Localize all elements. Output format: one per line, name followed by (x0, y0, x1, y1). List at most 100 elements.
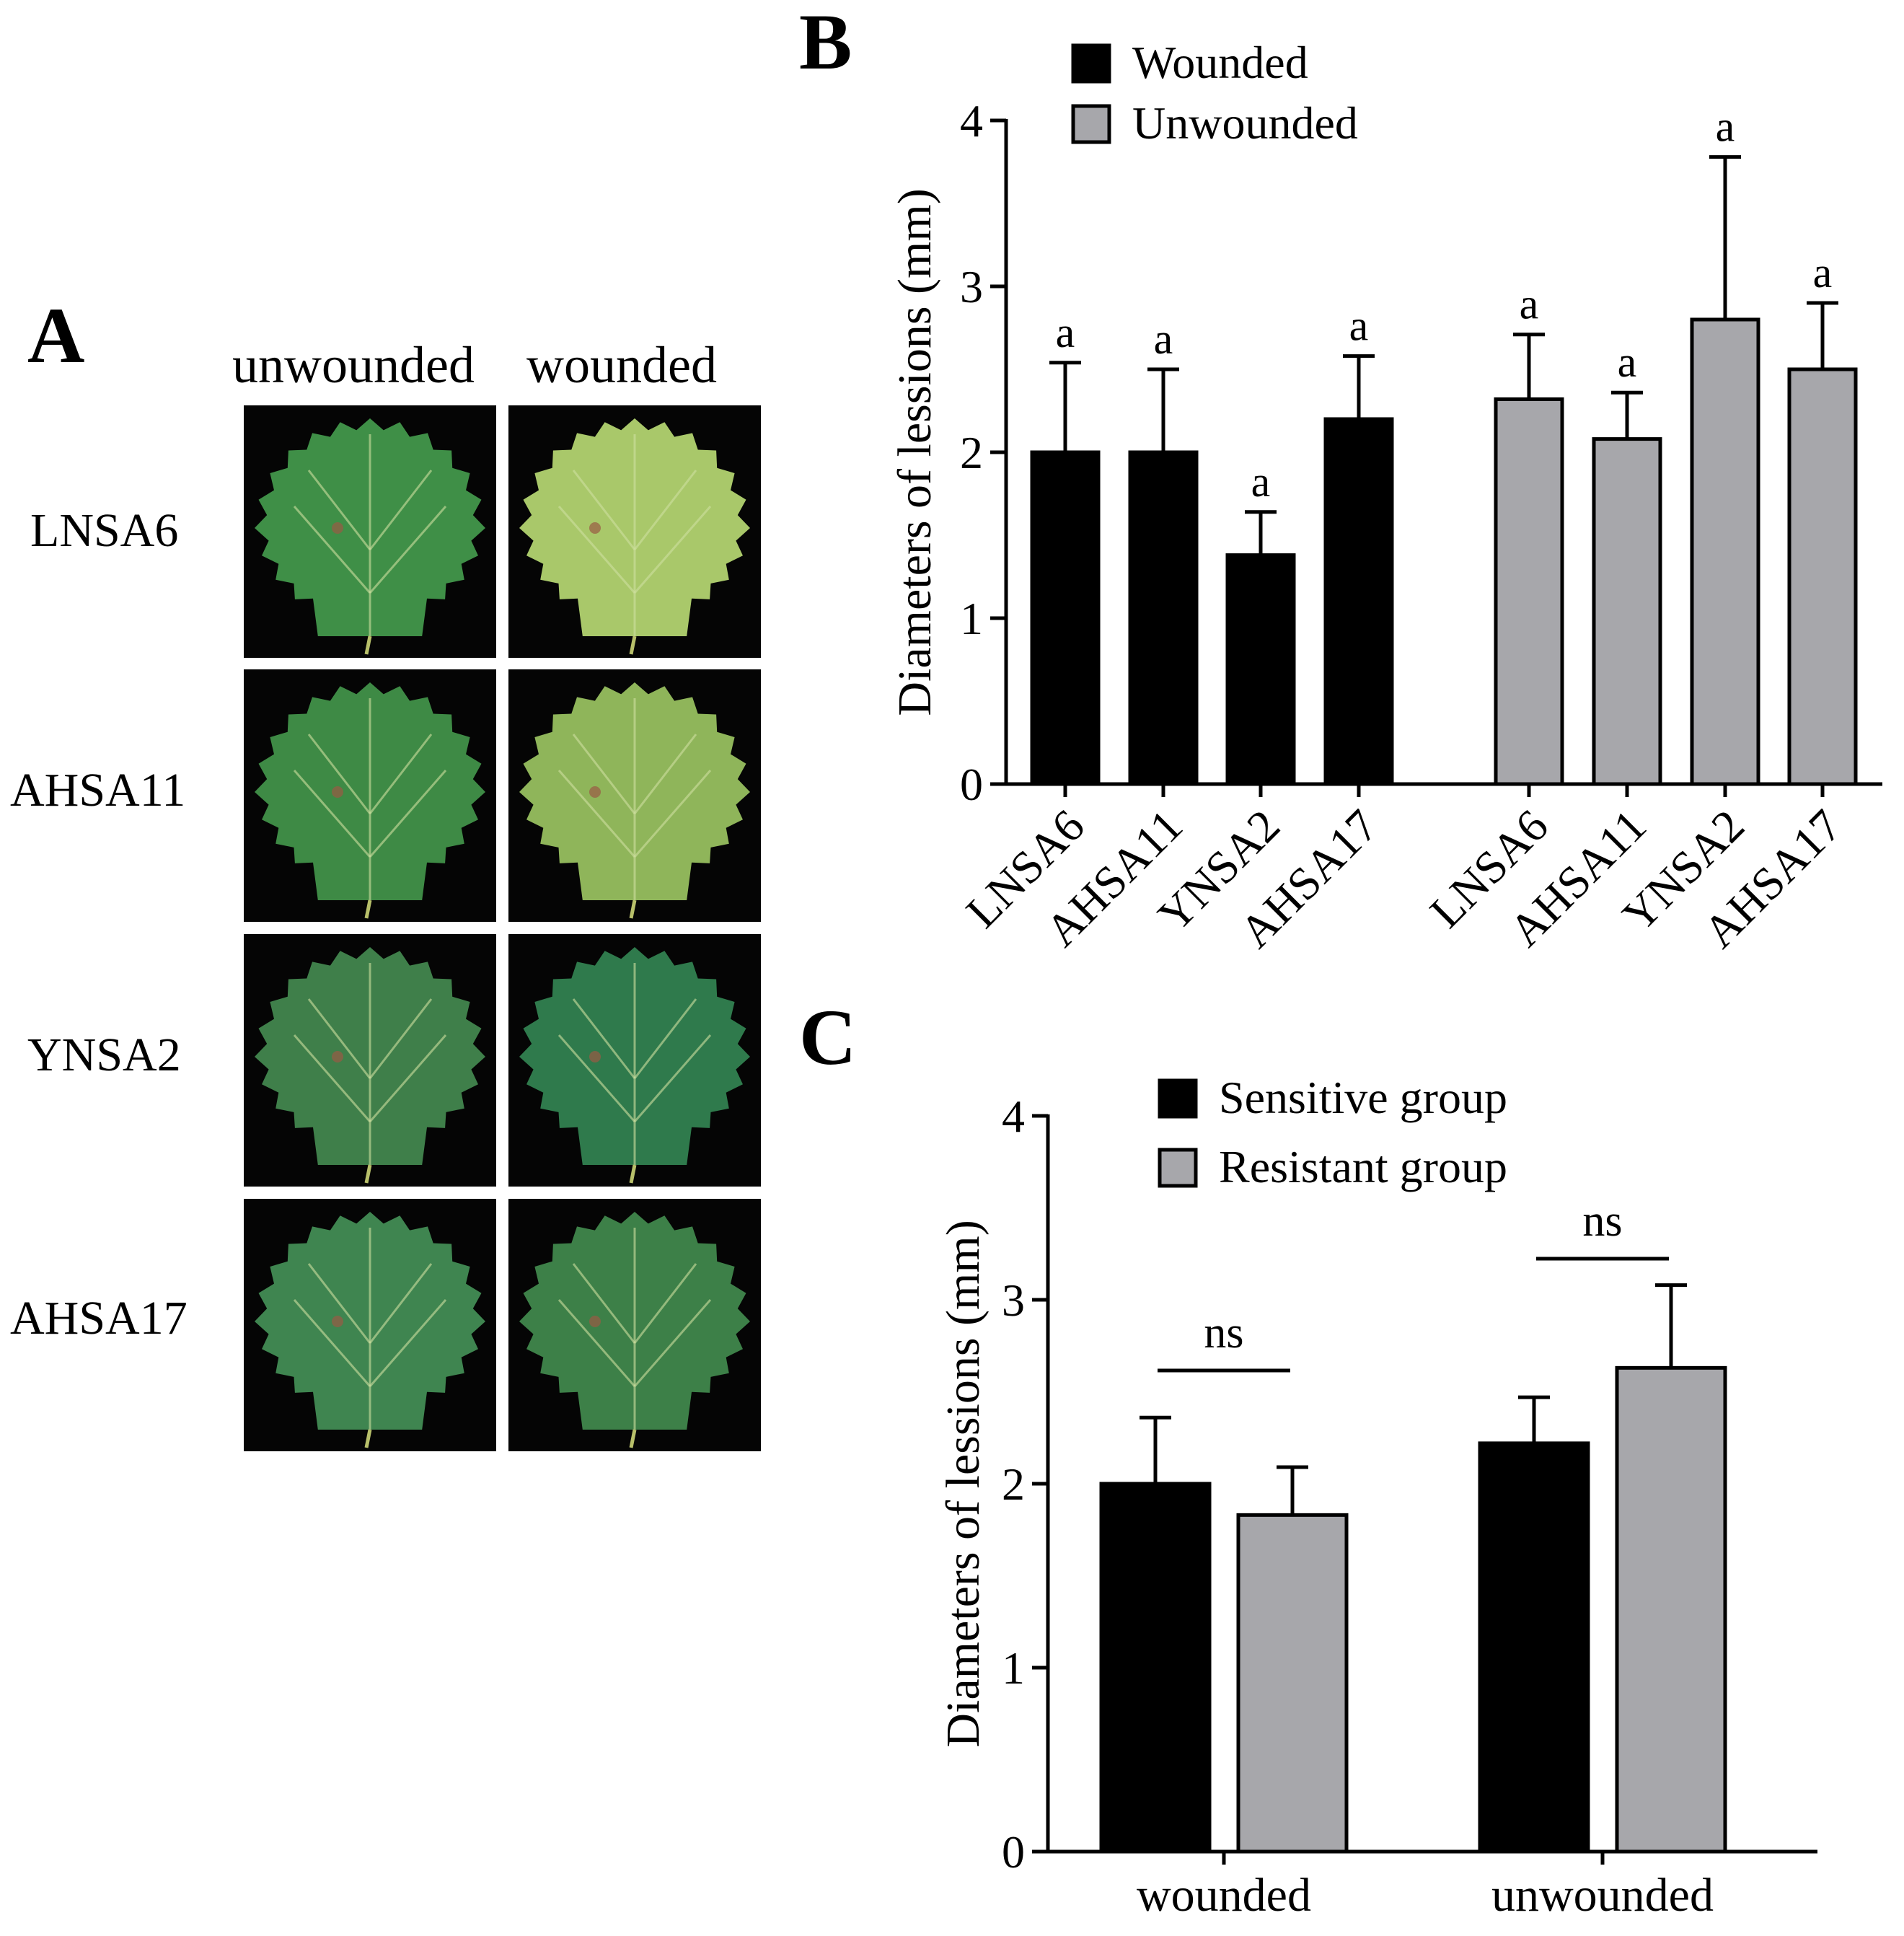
leaf-photo-lnsa6-unwounded (244, 405, 496, 658)
lesion-spot (332, 786, 343, 798)
leaf-vein (369, 734, 433, 814)
leaf-photo-lnsa6-wounded (508, 405, 761, 658)
leaf-petiole (629, 1429, 637, 1448)
leaf-vein (293, 1299, 371, 1387)
lesion-spot (332, 522, 343, 534)
significance-label: a (1813, 249, 1833, 296)
leaf-vein (307, 998, 371, 1079)
leaf-vein (557, 1034, 636, 1122)
lesion-spot (589, 522, 601, 534)
y-axis-label: Diameters of lessions (mm) (937, 1220, 990, 1747)
lesion-spot (332, 1316, 343, 1327)
y-tick-label: 4 (1002, 1091, 1025, 1142)
leaf-vein (633, 1299, 712, 1387)
legend-label: Resistant group (1219, 1141, 1507, 1192)
leaf-vein (293, 1034, 371, 1122)
y-tick-label: 0 (960, 759, 983, 810)
y-tick-label: 4 (960, 95, 983, 146)
leaf-vein (572, 734, 636, 814)
leaf-vein (633, 506, 712, 594)
leaf-vein (633, 998, 697, 1079)
leaf-photo-ahsa11-wounded (508, 669, 761, 922)
bar (1099, 1482, 1212, 1854)
leaf-vein (369, 470, 433, 550)
leaf-photo-ynsa2-unwounded (244, 934, 496, 1187)
y-tick-label: 3 (960, 261, 983, 312)
y-tick-label: 3 (1002, 1275, 1025, 1326)
bar (1225, 553, 1296, 786)
leaf-vein (307, 734, 371, 814)
significance-label: a (1520, 281, 1539, 328)
legend-swatch (1158, 1148, 1198, 1188)
leaf-photo-ahsa11-unwounded (244, 669, 496, 922)
significance-label: a (1618, 338, 1637, 386)
bar (1478, 1441, 1590, 1854)
lesion-spot (589, 1051, 601, 1062)
leaf-vein (369, 506, 447, 594)
leaf-vein (557, 770, 636, 858)
significance-label: a (1154, 315, 1173, 363)
leaf-vein (572, 470, 636, 550)
panel-b-label: B (799, 0, 852, 86)
leaf-icon (519, 418, 750, 655)
leaf-photo-ahsa17-unwounded (244, 1199, 496, 1451)
leaf-petiole (364, 899, 372, 919)
leaf-vein (369, 1263, 433, 1344)
y-axis-label: Diameters of lessions (mm) (889, 188, 941, 716)
leaf-petiole (629, 1164, 637, 1184)
leaf-icon (519, 947, 750, 1184)
leaf-vein (633, 1034, 712, 1122)
lesion-spot (332, 1051, 343, 1062)
legend-swatch (1071, 104, 1111, 144)
y-tick-label: 0 (1002, 1826, 1025, 1878)
leaf-vein (633, 470, 697, 550)
leaf-icon (255, 418, 485, 655)
bar (1030, 450, 1101, 786)
significance-label: a (1251, 458, 1271, 506)
leaf-vein (369, 1299, 447, 1387)
leaf-petiole (629, 899, 637, 919)
leaf-petiole (364, 635, 372, 655)
significance-label: ns (1582, 1197, 1622, 1246)
column-label-unwounded: unwounded (232, 336, 475, 394)
bar (1592, 437, 1662, 786)
leaf-vein (369, 770, 447, 858)
panel-c-label: C (799, 995, 856, 1081)
bar (1236, 1513, 1349, 1854)
bar (1787, 367, 1858, 786)
leaf-vein (572, 998, 636, 1079)
leaf-vein (572, 1263, 636, 1344)
panel-a-label: A (27, 291, 85, 379)
legend-label: Wounded (1132, 37, 1308, 88)
lesion-spot (589, 786, 601, 798)
leaf-petiole (364, 1429, 372, 1448)
row-label-lnsa6: LNSA6 (30, 504, 179, 557)
row-label-ahsa11: AHSA11 (10, 764, 186, 817)
leaf-vein (307, 1263, 371, 1344)
row-label-ynsa2: YNSA2 (27, 1029, 181, 1081)
legend-swatch (1071, 43, 1111, 84)
significance-label: a (1056, 309, 1075, 356)
legend-label: Sensitive group (1219, 1072, 1507, 1123)
chart-c: C 0 1 2 3 4 Diameters of lessions (mm) wounded… (799, 995, 1817, 1922)
leaf-vein (633, 770, 712, 858)
significance-label: a (1349, 302, 1369, 350)
leaf-photo-ahsa17-wounded (508, 1199, 761, 1451)
y-tick-label: 2 (1002, 1458, 1025, 1510)
x-tick-label: unwounded (1491, 1869, 1714, 1922)
leaf-petiole (364, 1164, 372, 1184)
leaf-vein (633, 1263, 697, 1344)
legend-swatch (1158, 1078, 1198, 1119)
leaf-petiole (629, 635, 637, 655)
bar (1128, 450, 1199, 786)
column-label-wounded: wounded (526, 336, 717, 394)
bar (1690, 317, 1760, 786)
leaf-vein (557, 1299, 636, 1387)
lesion-spot (589, 1316, 601, 1327)
leaf-vein (633, 734, 697, 814)
leaf-photo-ynsa2-wounded (508, 934, 761, 1187)
leaf-vein (557, 506, 636, 594)
leaf-vein (369, 998, 433, 1079)
leaf-vein (293, 506, 371, 594)
